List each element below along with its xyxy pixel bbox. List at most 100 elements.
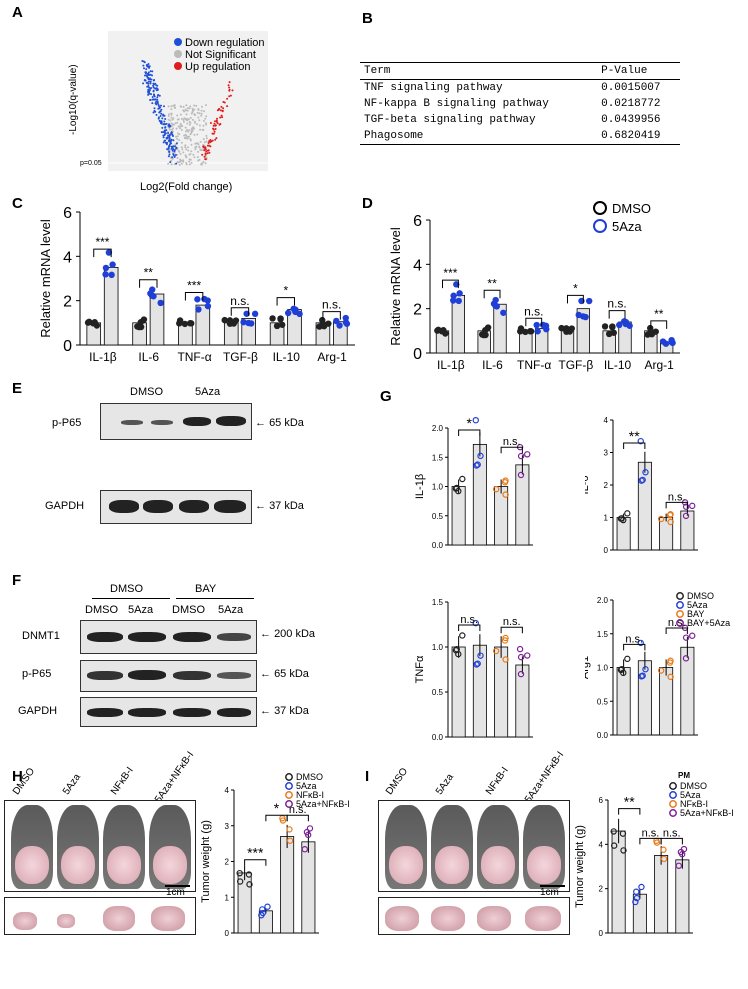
- volcano-point: [200, 163, 203, 166]
- volcano-point: [148, 65, 151, 68]
- data-point: [286, 837, 294, 844]
- volcano-point: [153, 109, 156, 112]
- volcano-point: [189, 139, 192, 142]
- volcano-point: [162, 141, 165, 144]
- data-point: [236, 869, 243, 877]
- data-point: [292, 306, 299, 313]
- volcano-point: [162, 113, 165, 116]
- volcano-point: [163, 120, 166, 123]
- volcano-point: [186, 146, 189, 149]
- volcano-point: [194, 114, 197, 117]
- legend-down-icon: [174, 38, 182, 46]
- data-point: [226, 320, 234, 327]
- volcano-point: [159, 115, 162, 117]
- volcano-point: [147, 82, 150, 85]
- volcano-point: [150, 78, 153, 81]
- data-point: [563, 328, 570, 335]
- volcano-point: [189, 121, 192, 124]
- data-point: [620, 847, 627, 854]
- data-point: [638, 673, 645, 680]
- sig-label: n.s.: [289, 804, 307, 816]
- volcano-point: [215, 119, 218, 122]
- bar: [301, 841, 316, 934]
- volcano-point: [191, 107, 194, 110]
- pvalue-cell: 0.6820419: [601, 130, 661, 142]
- data-point: [678, 851, 686, 858]
- volcano-point: [149, 87, 152, 90]
- sig-bracket: [665, 627, 688, 634]
- volcano-point: [164, 126, 167, 129]
- y-tick-label: 1: [225, 893, 230, 902]
- volcano-point: [208, 151, 211, 154]
- volcano-point: [197, 159, 200, 162]
- volcano-point: [202, 124, 205, 127]
- bar: [103, 267, 119, 346]
- kegg-table: Term P-Value TNF signaling pathway 0.0015…: [360, 62, 680, 145]
- blot-f-group-bay: BAY: [195, 583, 217, 595]
- volcano-point: [205, 115, 208, 118]
- volcano-point: [196, 156, 199, 159]
- data-point: [102, 271, 109, 278]
- sig-label: **: [144, 266, 154, 280]
- data-point: [610, 828, 617, 835]
- photo-h-label-3: NFκB-I: [108, 765, 136, 797]
- sig-bracket: [139, 279, 158, 288]
- volcano-point: [170, 159, 173, 162]
- volcano-point: [214, 120, 216, 123]
- volcano-point: [168, 150, 171, 153]
- volcano-point: [147, 65, 150, 68]
- panel-label-b: B: [362, 10, 373, 27]
- volcano-point: [170, 163, 173, 166]
- sig-bracket: [458, 429, 481, 436]
- pvalue-cell: 0.0439956: [601, 114, 661, 126]
- x-tick-label: IL-6: [482, 358, 503, 372]
- volcano-point: [202, 119, 205, 122]
- y-tick-label: 0: [225, 929, 230, 938]
- volcano-point: [143, 61, 146, 64]
- volcano-point: [178, 139, 181, 142]
- volcano-point: [214, 128, 217, 130]
- volcano-point: [184, 137, 187, 139]
- data-point: [585, 297, 593, 305]
- volcano-point: [149, 73, 152, 76]
- bar: [675, 859, 690, 934]
- bar: [493, 303, 507, 354]
- volcano-point: [170, 105, 173, 108]
- legend-marker: [669, 809, 677, 817]
- blot-e-size-65: ← 65 kDa: [255, 417, 304, 429]
- volcano-point: [158, 105, 161, 108]
- bar: [654, 855, 669, 934]
- volcano-point: [205, 140, 208, 143]
- volcano-point: [204, 146, 207, 149]
- data-point: [450, 297, 457, 304]
- volcano-point: [228, 89, 231, 92]
- volcano-point: [152, 111, 155, 114]
- data-point: [524, 451, 531, 458]
- chart-g-tnfa: 0.0 0.5 1.0 1.5 TNFα n.s. n.s.: [414, 598, 533, 742]
- term-cell: Phagosome: [364, 130, 424, 142]
- volcano-point: [158, 107, 161, 110]
- volcano-point: [172, 123, 175, 126]
- volcano-point: [206, 152, 209, 155]
- volcano-point: [156, 87, 159, 90]
- volcano-point: [195, 145, 198, 148]
- data-point: [333, 317, 340, 325]
- y-tick-label: 2: [604, 481, 609, 490]
- data-point: [342, 314, 349, 322]
- data-point: [582, 313, 589, 321]
- data-point: [336, 322, 343, 329]
- data-point: [459, 632, 466, 639]
- volcano-point: [174, 145, 176, 148]
- y-tick-label: 2: [63, 294, 72, 311]
- sig-bracket: [230, 307, 250, 316]
- data-point: [660, 846, 667, 853]
- volcano-point: [145, 64, 148, 67]
- data-point: [517, 471, 525, 479]
- volcano-point: [167, 155, 170, 158]
- volcano-point: [203, 155, 206, 158]
- volcano-point: [163, 133, 166, 135]
- volcano-point: [202, 145, 205, 148]
- volcano-point: [184, 126, 187, 129]
- volcano-point: [169, 133, 172, 136]
- legend-marker: [285, 791, 293, 799]
